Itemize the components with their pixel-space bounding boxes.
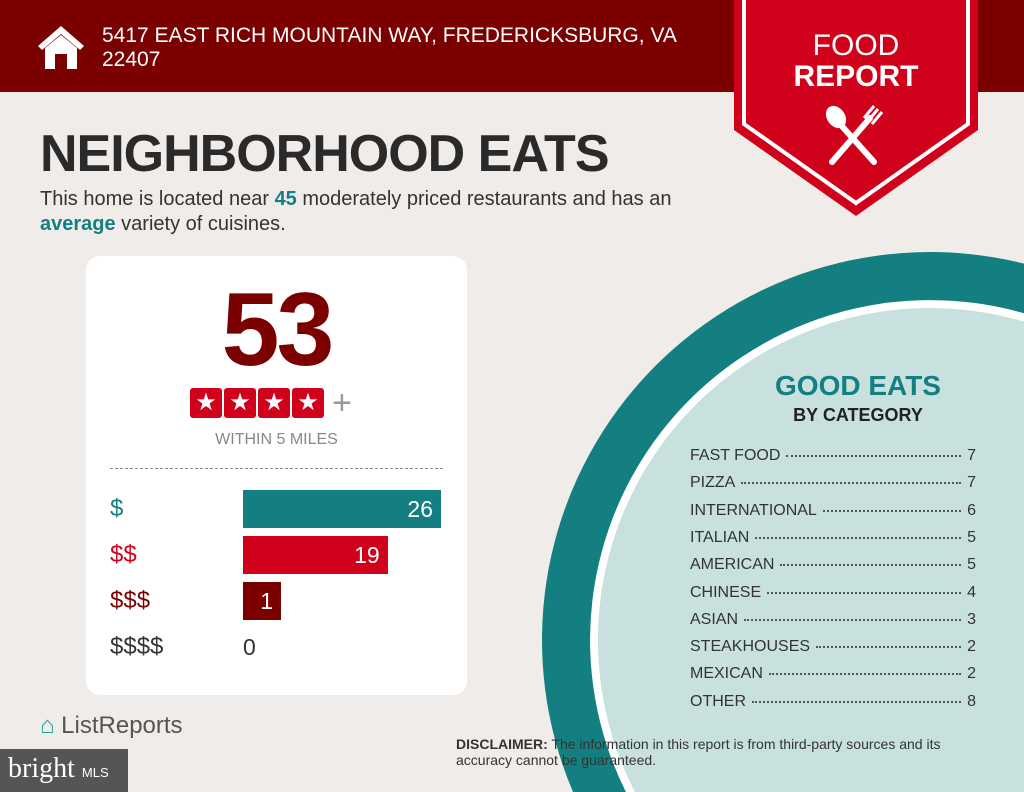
utensils-icon xyxy=(825,105,884,165)
category-name: INTERNATIONAL xyxy=(690,501,817,519)
dot-leader xyxy=(741,482,962,485)
price-label: $$$ xyxy=(110,587,151,614)
category-count: 5 xyxy=(967,556,976,574)
dot-leader xyxy=(752,700,962,703)
category-count: 2 xyxy=(967,665,976,683)
price-label: $$$$ xyxy=(110,633,164,660)
star-icon: ★ xyxy=(224,388,256,418)
star-icon: ★ xyxy=(190,388,222,418)
category-name: MEXICAN xyxy=(690,665,763,683)
star-rating: ★ ★ ★ ★ + xyxy=(190,384,352,422)
category-count: 7 xyxy=(967,447,976,464)
category-row: FAST FOOD 7 xyxy=(690,446,976,466)
dot-leader xyxy=(767,591,962,594)
price-value: 0 xyxy=(243,634,256,660)
star-icon: ★ xyxy=(292,388,324,418)
price-row: $26 xyxy=(110,490,450,528)
category-count: 2 xyxy=(967,638,976,656)
category-count: 6 xyxy=(967,501,976,519)
category-row: INTERNATIONAL 6 xyxy=(690,501,976,521)
price-bar: 26 xyxy=(243,490,441,528)
category-name: FAST FOOD xyxy=(690,447,781,464)
price-bar: 19 xyxy=(243,536,388,574)
category-name: OTHER xyxy=(690,692,746,710)
dot-leader xyxy=(755,536,962,539)
category-count: 7 xyxy=(967,474,976,492)
plus-icon: + xyxy=(332,384,352,422)
category-count: 4 xyxy=(967,583,976,601)
category-row: STEAKHOUSES 2 xyxy=(690,637,976,657)
disclaimer: DISCLAIMER: The information in this repo… xyxy=(456,736,941,768)
category-row: ITALIAN 5 xyxy=(690,528,976,548)
dot-leader xyxy=(786,455,962,457)
category-name: CHINESE xyxy=(690,583,762,601)
category-count: 8 xyxy=(967,692,976,710)
category-name: AMERICAN xyxy=(690,556,775,574)
within-label: WITHIN 5 MILES xyxy=(215,431,338,448)
price-label: $ xyxy=(110,495,124,522)
good-eats-subtitle: BY CATEGORY xyxy=(793,405,923,425)
page-title: NEIGHBORHOOD EATS xyxy=(40,125,610,183)
category-row: OTHER 8 xyxy=(690,692,976,712)
category-count: 5 xyxy=(967,528,976,546)
good-eats-title: GOOD EATS xyxy=(775,370,941,401)
summary-text: This home is located near 45 moderately … xyxy=(40,188,672,235)
category-name: STEAKHOUSES xyxy=(690,638,811,656)
listreports-logo: ⌂ ListReports xyxy=(40,712,183,739)
star-icon: ★ xyxy=(258,388,290,418)
badge-text: FOOD REPORT xyxy=(793,29,919,93)
price-row: $$ 19 xyxy=(110,536,450,574)
category-row: ASIAN 3 xyxy=(690,610,976,630)
divider xyxy=(110,468,443,469)
price-row: $$$ 1 xyxy=(110,582,450,620)
dot-leader xyxy=(780,564,962,567)
food-score: 53 xyxy=(221,272,335,388)
score-card: 53 ★ ★ ★ ★ + WITHIN 5 MILES $26 $$ 19 $$$ 1 $$$$… xyxy=(86,256,467,695)
bright-mls-logo: bright MLS xyxy=(0,749,128,792)
category-name: PIZZA xyxy=(690,474,736,492)
house-icon xyxy=(38,26,84,69)
category-name: ASIAN xyxy=(690,610,739,628)
category-row: PIZZA 7 xyxy=(690,473,976,493)
dot-leader xyxy=(822,509,962,512)
category-row: AMERICAN 5 xyxy=(690,555,976,575)
dot-leader xyxy=(744,618,962,621)
category-row: MEXICAN 2 xyxy=(690,664,976,684)
category-row: CHINESE 4 xyxy=(690,583,976,603)
price-label: $$ xyxy=(110,541,137,568)
property-address: 5417 EAST RICH MOUNTAIN WAY, FREDERICKSB… xyxy=(102,24,676,71)
dot-leader xyxy=(768,673,962,676)
food-report-badge xyxy=(734,0,978,216)
price-bar: 1 xyxy=(243,582,281,620)
category-name: ITALIAN xyxy=(690,528,750,546)
category-count: 3 xyxy=(967,610,976,628)
dot-leader xyxy=(816,646,962,649)
price-row: $$$$ 0 xyxy=(110,628,450,666)
